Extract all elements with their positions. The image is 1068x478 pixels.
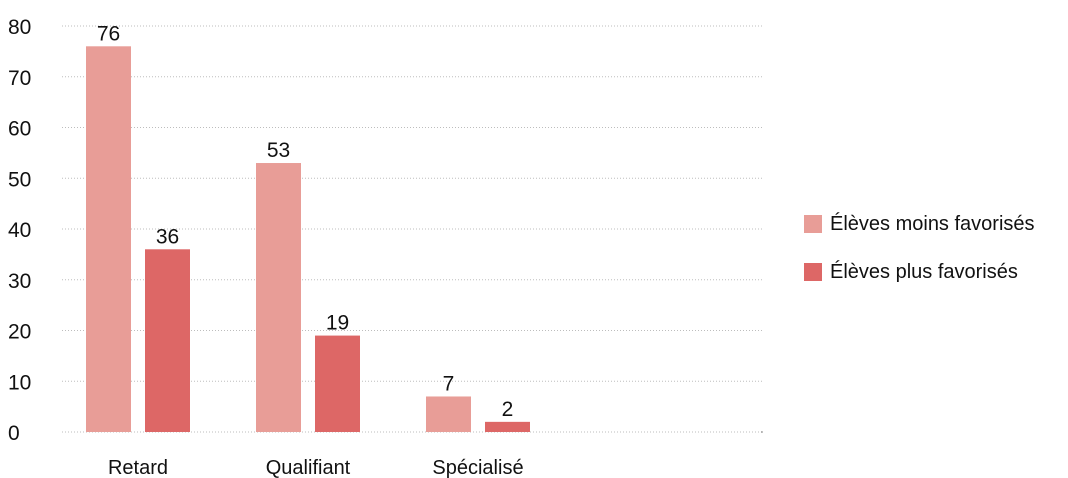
y-tick-label-40: 40 <box>8 219 31 242</box>
y-tick-label-10: 10 <box>8 371 31 394</box>
y-tick-label-20: 20 <box>8 321 31 344</box>
y-tick-label-0: 0 <box>8 422 20 445</box>
legend-item-series-2: Élèves plus favorisés <box>804 256 1035 288</box>
data-label-retard-series-2: 36 <box>156 225 179 248</box>
y-tick-label-30: 30 <box>8 270 31 293</box>
data-labels: 76 36 53 19 7 2 <box>97 22 514 421</box>
data-label-qualifiant-series-1: 53 <box>267 139 290 162</box>
legend: Élèves moins favorisés Élèves plus favor… <box>804 208 1035 304</box>
legend-item-series-1: Élèves moins favorisés <box>804 208 1035 240</box>
category-label-1: Qualifiant <box>266 457 351 478</box>
legend-swatch-series-1 <box>804 215 822 233</box>
y-tick-label-50: 50 <box>8 168 31 191</box>
bar-retard-series-1 <box>86 46 131 433</box>
y-tick-label-80: 80 <box>8 16 31 39</box>
y-axis-ticks: 0 10 20 30 40 50 60 70 80 <box>8 16 31 445</box>
legend-swatch-series-2 <box>804 263 822 281</box>
bar-retard-series-2 <box>145 249 190 432</box>
bar-spécialisé-series-2 <box>485 421 530 432</box>
bar-qualifiant-series-1 <box>256 163 301 432</box>
category-label-2: Spécialisé <box>432 457 523 478</box>
legend-label-series-1: Élèves moins favorisés <box>830 212 1035 235</box>
bars <box>86 46 530 433</box>
y-tick-label-60: 60 <box>8 118 31 141</box>
data-label-qualifiant-series-2: 19 <box>326 312 349 335</box>
data-label-spécialisé-series-1: 7 <box>443 372 455 395</box>
category-label-0: Retard <box>108 457 168 478</box>
y-tick-label-70: 70 <box>8 67 31 90</box>
data-label-retard-series-1: 76 <box>97 22 120 45</box>
data-label-spécialisé-series-2: 2 <box>502 398 514 421</box>
x-axis-categories: Retard Qualifiant Spécialisé <box>108 457 524 478</box>
bar-spécialisé-series-1 <box>426 396 471 432</box>
legend-label-series-2: Élèves plus favorisés <box>830 260 1018 283</box>
gridlines <box>62 25 763 433</box>
bar-qualifiant-series-2 <box>315 335 360 432</box>
